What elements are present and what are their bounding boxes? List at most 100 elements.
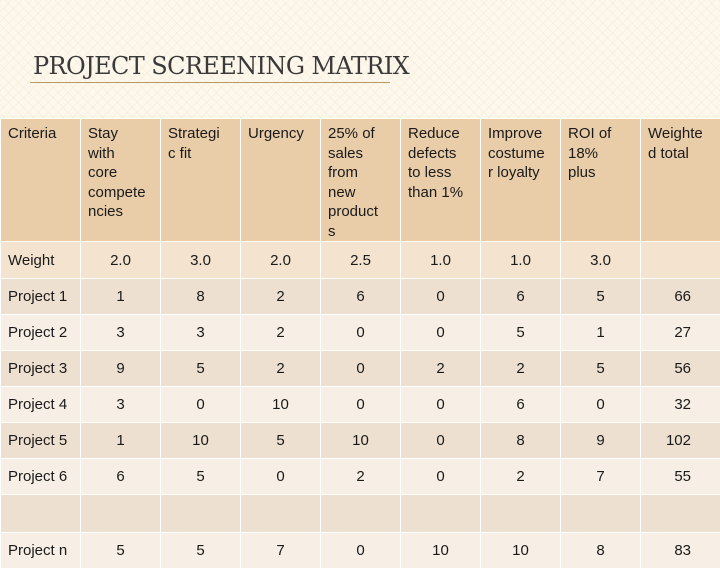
- score-cell: 5: [161, 459, 241, 495]
- score-cell: 10: [481, 533, 561, 569]
- score-cell: [561, 495, 641, 533]
- weight-cell: 1.0: [481, 242, 561, 279]
- score-cell: 6: [81, 459, 161, 495]
- row-label: Project 5: [1, 423, 81, 459]
- score-cell: [401, 495, 481, 533]
- header-improve-loyalty: Improve costume r loyalty: [481, 119, 561, 242]
- weighted-total-cell: 56: [641, 351, 720, 387]
- weight-row: Weight 2.0 3.0 2.0 2.5 1.0 1.0 3.0: [1, 242, 720, 279]
- score-cell: 6: [481, 279, 561, 315]
- row-label: Project 1: [1, 279, 81, 315]
- row-label: Project 4: [1, 387, 81, 423]
- score-cell: 3: [81, 315, 161, 351]
- score-cell: 7: [561, 459, 641, 495]
- score-cell: 0: [321, 533, 401, 569]
- weight-cell: 1.0: [401, 242, 481, 279]
- score-cell: 10: [161, 423, 241, 459]
- score-cell: [161, 495, 241, 533]
- score-cell: 2: [321, 459, 401, 495]
- weight-cell: 2.5: [321, 242, 401, 279]
- row-label: Project 6: [1, 459, 81, 495]
- score-cell: 0: [321, 351, 401, 387]
- score-cell: [321, 495, 401, 533]
- table-row: Project 4 3 0 10 0 0 6 0 32: [1, 387, 720, 423]
- score-cell: 1: [81, 279, 161, 315]
- score-cell: 3: [161, 315, 241, 351]
- score-cell: 5: [81, 533, 161, 569]
- header-weighted-total: Weighte d total: [641, 119, 720, 242]
- table-row: Project 2 3 3 2 0 0 5 1 27: [1, 315, 720, 351]
- weight-cell: 3.0: [561, 242, 641, 279]
- score-cell: 5: [561, 279, 641, 315]
- score-cell: 1: [81, 423, 161, 459]
- row-label: Project 3: [1, 351, 81, 387]
- score-cell: 2: [481, 459, 561, 495]
- weighted-total-cell: 66: [641, 279, 720, 315]
- score-cell: [241, 495, 321, 533]
- title-underline: [30, 82, 390, 83]
- score-cell: 0: [401, 315, 481, 351]
- row-label: Project n: [1, 533, 81, 569]
- score-cell: [481, 495, 561, 533]
- score-cell: 5: [561, 351, 641, 387]
- weighted-total-cell: 32: [641, 387, 720, 423]
- weight-cell: 3.0: [161, 242, 241, 279]
- score-cell: 8: [481, 423, 561, 459]
- score-cell: 2: [241, 279, 321, 315]
- score-cell: 0: [241, 459, 321, 495]
- row-label: Project 2: [1, 315, 81, 351]
- table-row: Project 6 6 5 0 2 0 2 7 55: [1, 459, 720, 495]
- score-cell: 8: [561, 533, 641, 569]
- score-cell: 5: [481, 315, 561, 351]
- score-cell: 3: [81, 387, 161, 423]
- weighted-total-cell: 27: [641, 315, 720, 351]
- header-strategic-fit: Strategi c fit: [161, 119, 241, 242]
- score-cell: 9: [81, 351, 161, 387]
- score-cell: 10: [321, 423, 401, 459]
- header-row: Criteria Stay with core compete ncies St…: [1, 119, 720, 242]
- weighted-total-cell: 83: [641, 533, 720, 569]
- row-label: [1, 495, 81, 533]
- weighted-total-cell: 55: [641, 459, 720, 495]
- score-cell: 0: [401, 279, 481, 315]
- page-title: PROJECT SCREENING MATRIX: [33, 52, 409, 80]
- header-urgency: Urgency: [241, 119, 321, 242]
- score-cell: 6: [321, 279, 401, 315]
- weight-label: Weight: [1, 242, 81, 279]
- header-sales-new-products: 25% of sales from new product s: [321, 119, 401, 242]
- score-cell: 0: [561, 387, 641, 423]
- score-cell: 2: [241, 351, 321, 387]
- score-cell: 5: [161, 351, 241, 387]
- score-cell: 2: [241, 315, 321, 351]
- table-row: Project 1 1 8 2 6 0 6 5 66: [1, 279, 720, 315]
- score-cell: 0: [401, 423, 481, 459]
- weight-cell: 2.0: [81, 242, 161, 279]
- score-cell: 0: [321, 387, 401, 423]
- header-roi: ROI of 18% plus: [561, 119, 641, 242]
- weighted-total-cell: [641, 495, 720, 533]
- score-cell: 1: [561, 315, 641, 351]
- score-cell: 9: [561, 423, 641, 459]
- score-cell: 7: [241, 533, 321, 569]
- header-criteria: Criteria: [1, 119, 81, 242]
- score-cell: 10: [401, 533, 481, 569]
- table-row: Project 3 9 5 2 0 2 2 5 56: [1, 351, 720, 387]
- score-cell: 2: [481, 351, 561, 387]
- table-row: Project 5 1 10 5 10 0 8 9 102: [1, 423, 720, 459]
- score-cell: 0: [401, 387, 481, 423]
- table-row: Project n 5 5 7 0 10 10 8 83: [1, 533, 720, 569]
- table-row: [1, 495, 720, 533]
- score-cell: 8: [161, 279, 241, 315]
- score-cell: 10: [241, 387, 321, 423]
- score-cell: [81, 495, 161, 533]
- screening-matrix-table: Criteria Stay with core compete ncies St…: [0, 118, 720, 569]
- score-cell: 5: [241, 423, 321, 459]
- score-cell: 0: [321, 315, 401, 351]
- score-cell: 2: [401, 351, 481, 387]
- header-core-competencies: Stay with core compete ncies: [81, 119, 161, 242]
- weight-cell: [641, 242, 720, 279]
- score-cell: 6: [481, 387, 561, 423]
- score-cell: 5: [161, 533, 241, 569]
- score-cell: 0: [161, 387, 241, 423]
- weighted-total-cell: 102: [641, 423, 720, 459]
